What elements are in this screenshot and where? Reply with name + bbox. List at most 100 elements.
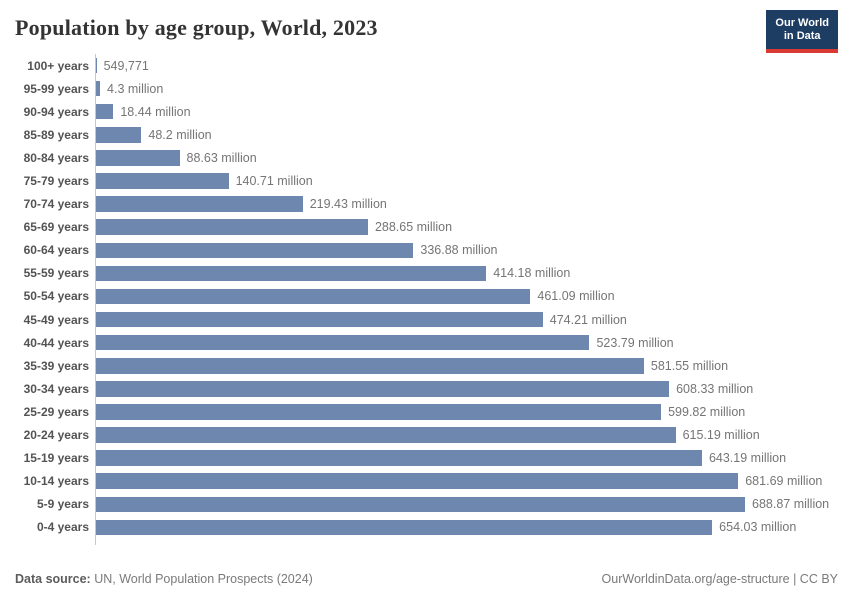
bar-value-label: 681.69 million xyxy=(745,474,823,489)
bar-value-label: 414.18 million xyxy=(493,266,571,281)
chart-row: 461.09 million xyxy=(96,285,844,308)
bar-value-label: 474.21 million xyxy=(549,312,627,327)
chart-row: 414.18 million xyxy=(96,262,844,285)
bar-60-64-years[interactable] xyxy=(96,242,414,259)
bar-35-39-years[interactable] xyxy=(96,358,644,374)
bar-20-24-years[interactable] xyxy=(96,427,676,443)
bar-0-4-years[interactable] xyxy=(96,519,713,536)
data-source-label: Data source: xyxy=(15,572,91,586)
bar-value-label: 18.44 million xyxy=(120,104,191,119)
bar-value-label: 4.3 million xyxy=(107,81,164,96)
bar-50-54-years[interactable] xyxy=(96,288,531,305)
chart-header: Population by age group, World, 2023 Our… xyxy=(0,0,850,54)
bar-100+-years[interactable] xyxy=(96,57,97,74)
y-tick-label: 30-34 years xyxy=(23,381,89,396)
y-tick-label: 25-29 years xyxy=(23,404,89,419)
bar-value-label: 549,771 xyxy=(103,58,149,73)
bar-value-label: 643.19 million xyxy=(708,451,787,466)
bar-value-label: 688.87 million xyxy=(752,497,830,512)
chart-row: 140.71 million xyxy=(96,169,844,192)
chart-row: 48.2 million xyxy=(96,123,844,146)
bar-70-74-years[interactable] xyxy=(96,196,303,212)
chart-row: 549,771 xyxy=(96,54,844,77)
chart-row: 599.82 million xyxy=(96,400,844,423)
bar-95-99-years[interactable] xyxy=(96,80,101,97)
chart-row: 219.43 million xyxy=(96,193,844,216)
y-tick-label: 90-94 years xyxy=(23,104,89,119)
bar-55-59-years[interactable] xyxy=(96,265,487,282)
bar-value-label: 523.79 million xyxy=(596,335,674,350)
bar-value-label: 288.65 million xyxy=(374,220,453,235)
bar-65-69-years[interactable] xyxy=(96,219,368,235)
bar-value-label: 48.2 million xyxy=(148,127,212,142)
y-tick-label: 55-59 years xyxy=(23,266,89,281)
bar-value-label: 615.19 million xyxy=(682,428,760,443)
bar-40-44-years[interactable] xyxy=(96,334,590,351)
chart-row: 474.21 million xyxy=(96,308,844,331)
bar-value-label: 581.55 million xyxy=(650,358,729,373)
y-tick-label: 60-64 years xyxy=(23,243,89,258)
chart-row: 581.55 million xyxy=(96,354,844,377)
chart-title: Population by age group, World, 2023 xyxy=(15,15,378,40)
bar-15-19-years[interactable] xyxy=(96,450,702,466)
chart-row: 608.33 million xyxy=(96,377,844,400)
bar-value-label: 654.03 million xyxy=(719,520,797,535)
attribution-divider: | xyxy=(789,572,800,586)
y-axis-labels: 100+ years 95-99 years 90-94 years 85-89 ye… xyxy=(15,54,89,545)
y-tick-label: 20-24 years xyxy=(23,428,89,443)
y-tick-label: 40-44 years xyxy=(23,335,89,350)
bar-5-9-years[interactable] xyxy=(96,496,745,513)
bar-value-label: 461.09 million xyxy=(537,289,615,304)
data-source-text: UN, World Population Prospects (2024) xyxy=(90,572,313,586)
bar-chart: 100+ years 95-99 years 90-94 years 85-89 ye… xyxy=(0,54,850,545)
y-tick-label: 50-54 years xyxy=(23,289,89,304)
plot-area: 549,771 4.3 million 18.44 million 48.2 mill… xyxy=(95,54,844,545)
bar-value-label: 336.88 million xyxy=(420,243,498,258)
bar-value-label: 608.33 million xyxy=(676,381,754,396)
license-link[interactable]: CC BY xyxy=(799,572,838,586)
y-tick-label: 5-9 years xyxy=(36,497,89,512)
bar-25-29-years[interactable] xyxy=(96,404,662,420)
y-tick-label: 10-14 years xyxy=(23,474,89,489)
y-tick-label: 45-49 years xyxy=(23,312,89,327)
bar-value-label: 140.71 million xyxy=(235,174,313,189)
bar-value-label: 219.43 million xyxy=(309,197,387,212)
owid-logo[interactable]: Our World in Data xyxy=(766,10,838,54)
chart-row: 4.3 million xyxy=(96,77,844,100)
bar-45-49-years[interactable] xyxy=(96,311,543,328)
bar-30-34-years[interactable] xyxy=(96,381,670,397)
attribution: OurWorldinData.org/age-structure | CC BY xyxy=(602,572,838,586)
chart-row: 643.19 million xyxy=(96,447,844,470)
y-tick-label: 75-79 years xyxy=(23,174,89,189)
chart-row: 288.65 million xyxy=(96,216,844,239)
owid-logo-line2: in Data xyxy=(783,30,821,43)
y-tick-label: 85-89 years xyxy=(23,127,89,142)
chart-row: 688.87 million xyxy=(96,493,844,516)
y-tick-label: 70-74 years xyxy=(23,197,89,212)
bar-value-label: 88.63 million xyxy=(186,150,257,165)
chart-row: 18.44 million xyxy=(96,100,844,123)
owid-logo-line1: Our World xyxy=(775,17,829,29)
bar-85-89-years[interactable] xyxy=(96,127,142,143)
y-tick-label: 0-4 years xyxy=(36,520,89,535)
y-tick-label: 80-84 years xyxy=(23,150,89,165)
y-tick-label: 15-19 years xyxy=(23,451,89,466)
chart-row: 523.79 million xyxy=(96,331,844,354)
chart-row: 88.63 million xyxy=(96,146,844,169)
chart-row: 681.69 million xyxy=(96,470,844,493)
chart-row: 654.03 million xyxy=(96,516,844,539)
y-tick-label: 100+ years xyxy=(27,58,89,73)
y-tick-label: 35-39 years xyxy=(23,358,89,373)
bar-75-79-years[interactable] xyxy=(96,173,229,189)
y-tick-label: 65-69 years xyxy=(23,220,89,235)
bar-90-94-years[interactable] xyxy=(96,103,114,120)
data-source-note: Data source: UN, World Population Prospe… xyxy=(15,572,313,586)
bar-10-14-years[interactable] xyxy=(96,473,739,489)
y-tick-label: 95-99 years xyxy=(23,81,89,96)
chart-row: 615.19 million xyxy=(96,424,844,447)
owid-url-link[interactable]: OurWorldinData.org/age-structure xyxy=(601,572,790,586)
chart-row: 336.88 million xyxy=(96,239,844,262)
bar-80-84-years[interactable] xyxy=(96,150,180,166)
chart-footer: Data source: UN, World Population Prospe… xyxy=(15,572,838,586)
